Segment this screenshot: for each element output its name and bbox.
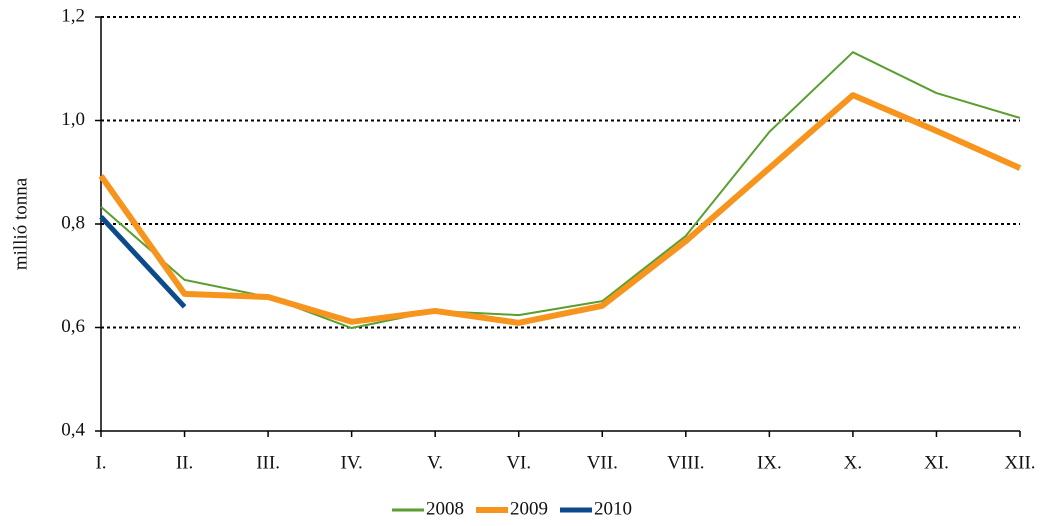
series-line <box>99 215 187 309</box>
x-tick-label: II. <box>176 452 193 473</box>
y-axis-label: millió tonna <box>10 177 31 270</box>
x-tick-label: VIII. <box>667 452 704 473</box>
series-line <box>98 92 1022 326</box>
y-tick-label: 0,4 <box>61 419 85 440</box>
x-tick-label: IV. <box>340 452 362 473</box>
legend-label: 2008 <box>426 498 464 519</box>
x-tick-label: X. <box>844 452 862 473</box>
x-tick-label: III. <box>256 452 280 473</box>
x-tick-label: XI. <box>924 452 949 473</box>
y-tick-label: 1,0 <box>61 109 85 130</box>
x-tick-label: IX. <box>757 452 782 473</box>
series-line <box>100 51 1021 330</box>
x-tick-label: VII. <box>587 452 618 473</box>
legend-label: 2009 <box>510 498 548 519</box>
x-tick-label: XII. <box>1004 452 1035 473</box>
legend-label: 2010 <box>594 498 632 519</box>
y-tick-label: 1,2 <box>61 5 85 26</box>
x-tick-label: I. <box>95 452 106 473</box>
y-tick-label: 0,8 <box>61 212 85 233</box>
x-tick-label: VI. <box>506 452 531 473</box>
y-tick-label: 0,6 <box>61 316 85 337</box>
x-tick-label: V. <box>427 452 443 473</box>
